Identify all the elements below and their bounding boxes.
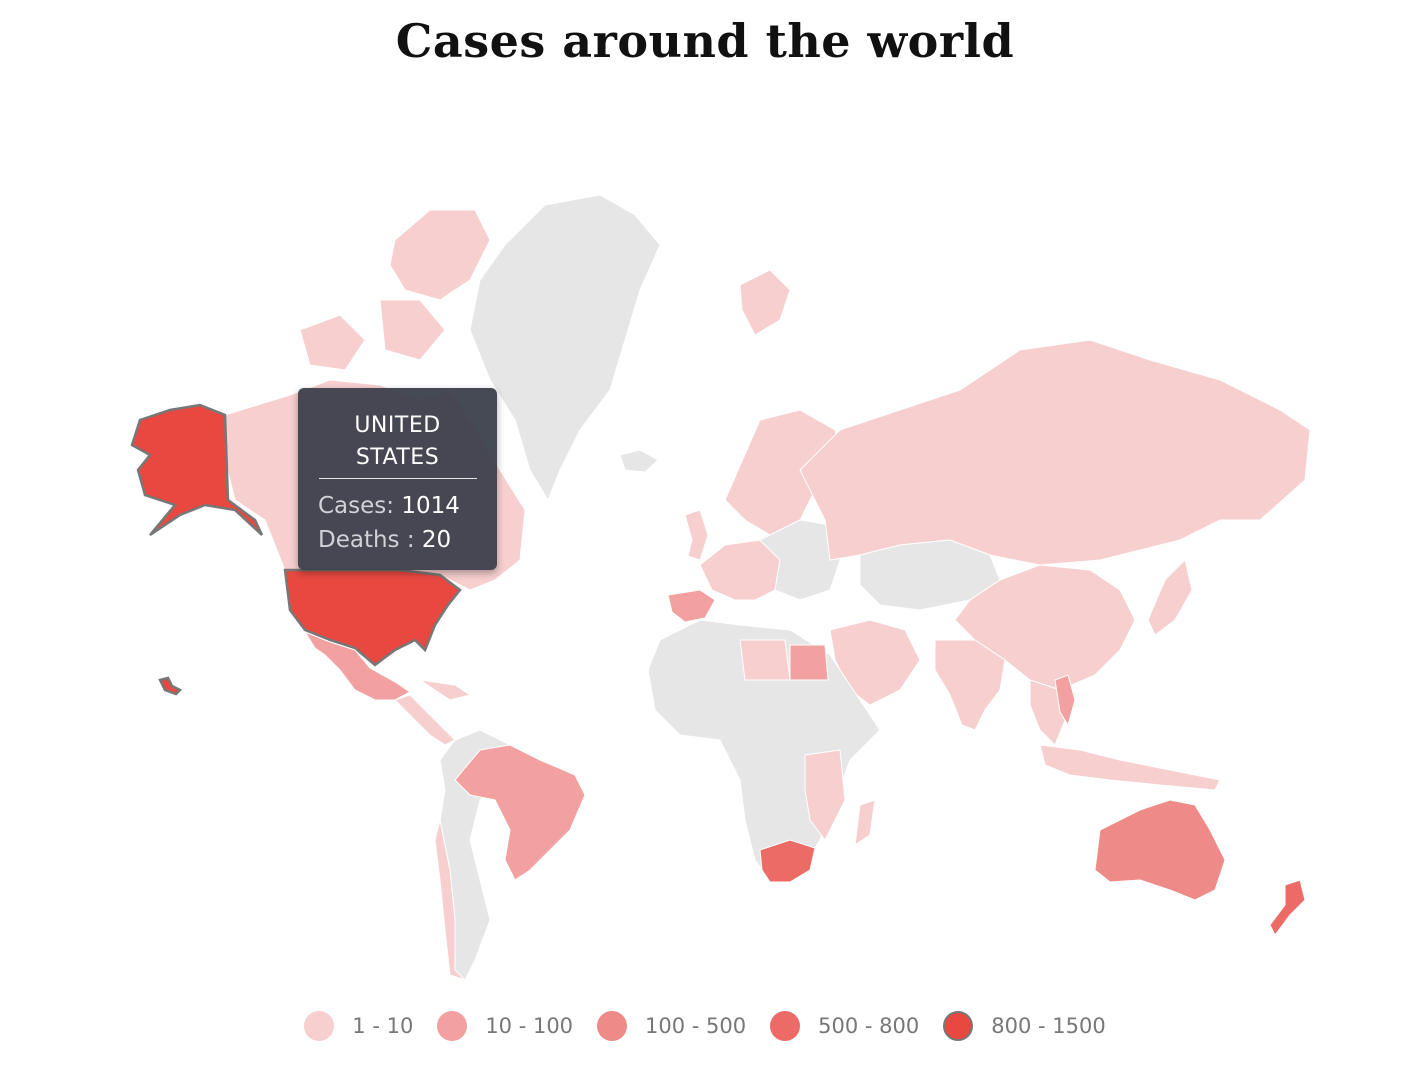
region-canada-islands[interactable]	[299, 209, 491, 371]
legend-label: 1 - 10	[352, 1014, 414, 1038]
tooltip-deaths-sep: :	[406, 527, 415, 553]
region-madagascar[interactable]	[854, 799, 876, 847]
region-hawaii[interactable]	[158, 676, 183, 696]
legend-item[interactable]: 1 - 10	[304, 1011, 413, 1041]
legend-item[interactable]: 500 - 800	[770, 1011, 919, 1041]
region-brazil[interactable]	[454, 744, 586, 881]
region-japan[interactable]	[1147, 559, 1193, 636]
legend-item[interactable]: 10 - 100	[437, 1011, 573, 1041]
legend-label: 100 - 500	[645, 1014, 747, 1038]
region-chile[interactable]	[434, 819, 466, 981]
tooltip-deaths-value: 20	[421, 527, 452, 553]
tooltip-country: UNITED STATES	[318, 388, 477, 479]
legend-swatch	[437, 1011, 468, 1041]
region-vietnam[interactable]	[1054, 674, 1076, 727]
region-east-africa[interactable]	[804, 749, 846, 841]
country-tooltip: UNITED STATES Cases: 1014 Deaths : 20	[298, 388, 497, 570]
legend-swatch	[943, 1011, 974, 1041]
legend-item[interactable]: 800 - 1500	[943, 1011, 1106, 1041]
region-egypt[interactable]	[789, 644, 829, 681]
legend-label: 500 - 800	[818, 1014, 920, 1038]
map-title: Cases around the world	[395, 14, 1015, 68]
region-europe-east[interactable]	[759, 519, 841, 601]
region-usa[interactable]	[283, 568, 462, 667]
region-australia[interactable]	[1094, 799, 1226, 901]
region-alaska[interactable]	[130, 403, 264, 537]
tooltip-cases-value: 1014	[401, 493, 460, 519]
legend-swatch	[597, 1011, 628, 1041]
legend-swatch	[770, 1011, 801, 1041]
region-russia[interactable]	[799, 339, 1311, 566]
region-uk[interactable]	[684, 509, 709, 561]
region-europe-west[interactable]	[699, 539, 781, 601]
tooltip-cases-row: Cases: 1014	[298, 493, 497, 519]
region-indonesia[interactable]	[1039, 744, 1221, 791]
region-india[interactable]	[934, 639, 1006, 731]
region-spain[interactable]	[667, 589, 716, 623]
region-iceland[interactable]	[619, 449, 659, 473]
region-svalbard[interactable]	[739, 269, 791, 336]
region-greenland[interactable]	[469, 194, 661, 502]
legend-label: 800 - 1500	[991, 1014, 1106, 1038]
legend-swatch	[304, 1011, 335, 1041]
legend-item[interactable]: 100 - 500	[597, 1011, 746, 1041]
map-legend: 1 - 10 10 - 100 100 - 500 500 - 800 800 …	[0, 1006, 1410, 1046]
region-new-zealand[interactable]	[1269, 879, 1306, 936]
tooltip-deaths-label: Deaths	[318, 527, 400, 553]
region-libya[interactable]	[739, 639, 791, 681]
tooltip-deaths-row: Deaths : 20	[298, 527, 497, 553]
tooltip-cases-label: Cases:	[318, 493, 395, 519]
world-map[interactable]	[80, 180, 1340, 990]
region-south-africa[interactable]	[759, 839, 816, 883]
legend-label: 10 - 100	[485, 1014, 574, 1038]
